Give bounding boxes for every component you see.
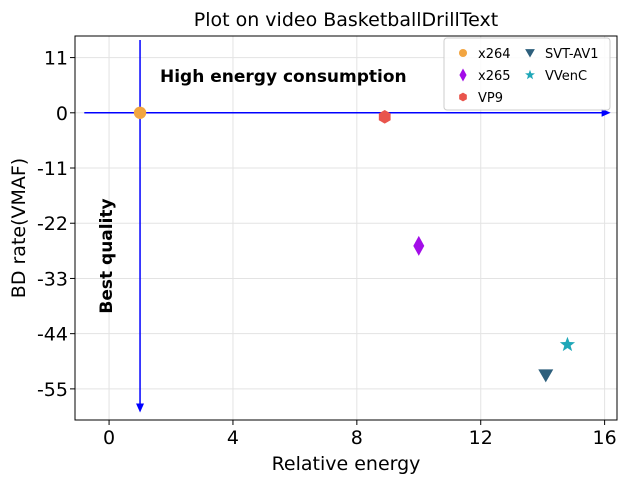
- legend-marker-vp9: [459, 92, 467, 102]
- data-point-vp9: [378, 110, 391, 124]
- annotation-high-energy: High energy consumption: [160, 67, 407, 87]
- x-tick-label: 12: [469, 427, 493, 449]
- y-tick-label: -44: [37, 324, 68, 346]
- x-tick-label: 16: [593, 427, 617, 449]
- data-point-svt-av1: [538, 369, 554, 383]
- legend-label: SVT-AV1: [545, 47, 599, 62]
- chart-title: Plot on video BasketballDrillText: [194, 9, 499, 31]
- arrow-horizontal-head: [601, 108, 611, 117]
- x-tick-label: 0: [103, 427, 115, 449]
- x-axis-label: Relative energy: [272, 453, 421, 475]
- legend-marker-x264: [458, 48, 468, 58]
- legend-label: VP9: [478, 91, 503, 106]
- legend-label: x264: [478, 47, 511, 62]
- x-tick-label: 8: [351, 427, 363, 449]
- y-tick-label: -55: [37, 379, 68, 401]
- y-tick-label: -22: [37, 213, 68, 235]
- y-tick-label: 0: [56, 103, 68, 125]
- y-tick-label: -11: [37, 158, 68, 180]
- axis-ticks: 0 4 8 12 16 11 0 -11 -22 -33 -44 -55: [37, 48, 617, 449]
- arrow-vertical-head: [136, 403, 145, 413]
- y-tick-label: -33: [37, 268, 68, 290]
- data-point-vvenc: [559, 336, 576, 352]
- annotation-best-quality: Best quality: [97, 198, 117, 313]
- plot-frame: [74, 35, 618, 421]
- x-tick-label: 4: [227, 427, 239, 449]
- data-point-x264: [133, 106, 147, 120]
- data-points: [133, 106, 576, 383]
- y-tick-label: 11: [44, 48, 68, 70]
- y-axis-label: BD rate(VMAF): [8, 158, 30, 298]
- annotation-arrows: [84, 40, 611, 413]
- data-point-x265: [413, 235, 425, 256]
- legend-marker-vvenc: [525, 69, 535, 80]
- legend: x264 x265 VP9 SVT-AV1 VVenC: [443, 37, 611, 111]
- legend-label: VVenC: [545, 69, 587, 84]
- legend-marker-svt-av1: [525, 49, 535, 58]
- legend-marker-x265: [459, 68, 467, 82]
- legend-label: x265: [478, 69, 511, 84]
